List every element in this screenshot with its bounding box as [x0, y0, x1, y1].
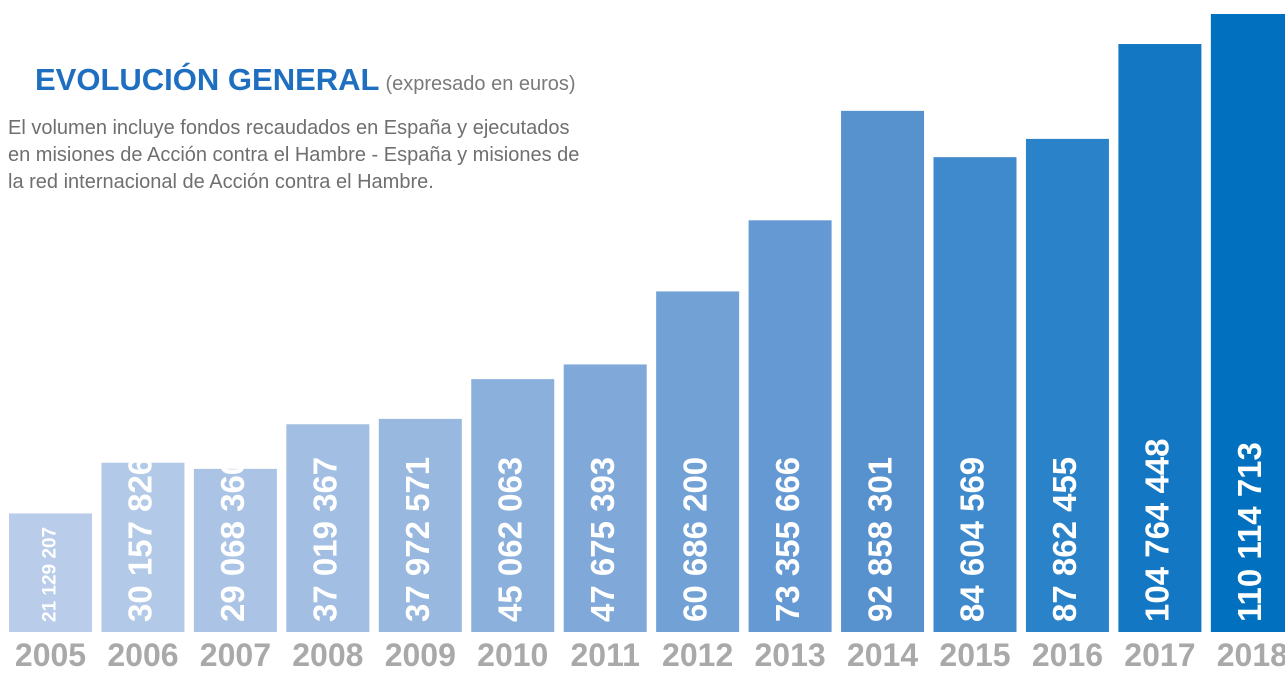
- value-label: 47 675 393: [584, 457, 621, 622]
- value-label: 73 355 666: [769, 457, 806, 622]
- bar: [1210, 14, 1285, 632]
- x-tick-label: 2012: [662, 637, 733, 673]
- x-tick-label: 2017: [1124, 637, 1195, 673]
- value-label: 104 764 448: [1139, 438, 1176, 622]
- description-line: en misiones de Acción contra el Hambre -…: [8, 144, 579, 166]
- bar: [563, 364, 647, 632]
- bar: [286, 424, 370, 632]
- value-label: 84 604 569: [954, 457, 991, 622]
- bar: [378, 418, 462, 632]
- x-tick-label: 2015: [939, 637, 1010, 673]
- bar: [841, 110, 925, 633]
- x-tick-label: 2008: [292, 637, 363, 673]
- x-tick-label: 2010: [477, 637, 548, 673]
- value-label: 110 114 713: [1231, 442, 1268, 622]
- x-tick-label: 2009: [385, 637, 456, 673]
- x-tick-label: 2006: [107, 637, 178, 673]
- x-tick-label: 2011: [570, 637, 639, 673]
- value-label: 37 972 571: [399, 457, 436, 622]
- value-label: 30 157 826: [122, 457, 159, 622]
- chart-title: EVOLUCIÓN GENERAL: [35, 61, 379, 97]
- bar: [101, 462, 185, 632]
- bar: [656, 291, 740, 632]
- chart-subtitle: (expresado en euros): [385, 73, 575, 95]
- value-label: 45 062 063: [491, 457, 528, 622]
- x-tick-label: 2016: [1032, 637, 1103, 673]
- bar: [193, 468, 277, 632]
- value-label: 21 129 207: [40, 527, 61, 622]
- x-tick-label: 2013: [755, 637, 826, 673]
- bar: [471, 379, 555, 632]
- bar: [1118, 44, 1202, 632]
- bar: [933, 157, 1017, 632]
- value-label: 37 019 367: [307, 457, 344, 622]
- value-label: 60 686 200: [676, 457, 713, 622]
- description-line: El volumen incluye fondos recaudados en …: [8, 117, 569, 139]
- x-tick-label: 2005: [15, 637, 86, 673]
- description-line: la red internacional de Acción contra el…: [8, 171, 434, 193]
- value-label: 29 068 360: [214, 457, 251, 622]
- bar: [748, 220, 832, 632]
- value-label: 92 858 301: [861, 457, 898, 622]
- x-tick-label: 2018: [1217, 637, 1285, 673]
- bar: [9, 513, 92, 632]
- value-label: 87 862 455: [1046, 457, 1083, 622]
- bar: [1025, 138, 1109, 632]
- x-tick-label: 2014: [847, 637, 918, 673]
- x-tick-label: 2007: [200, 637, 271, 673]
